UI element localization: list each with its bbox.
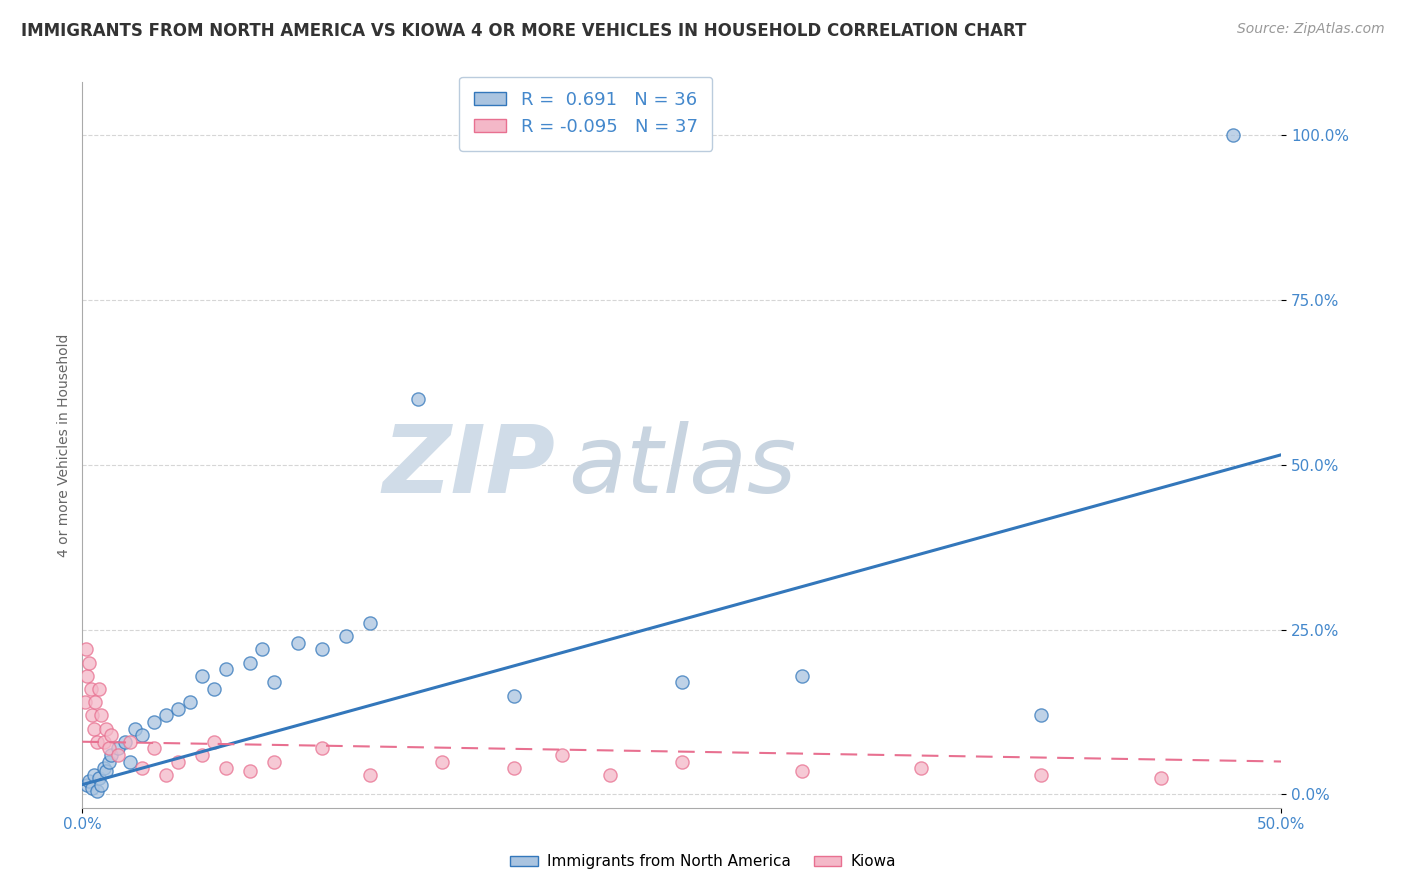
Point: [359, 615, 381, 630]
Point: [311, 741, 333, 756]
Point: [93, 761, 115, 775]
Point: [107, 741, 129, 756]
Point: [79, 681, 101, 696]
Point: [1150, 771, 1173, 785]
Point: [671, 755, 693, 769]
Point: [86, 735, 108, 749]
Point: [191, 669, 214, 683]
Point: [97, 755, 120, 769]
Text: Source: ZipAtlas.com: Source: ZipAtlas.com: [1237, 22, 1385, 37]
Point: [120, 735, 142, 749]
Text: IMMIGRANTS FROM NORTH AMERICA VS KIOWA 4 OR MORE VEHICLES IN HOUSEHOLD CORRELATI: IMMIGRANTS FROM NORTH AMERICA VS KIOWA 4…: [21, 22, 1026, 40]
Point: [239, 764, 262, 779]
Point: [87, 771, 110, 785]
Point: [263, 675, 285, 690]
Point: [107, 747, 129, 762]
Point: [96, 722, 118, 736]
Point: [359, 767, 381, 781]
Point: [599, 767, 621, 781]
Point: [335, 629, 357, 643]
Point: [167, 755, 190, 769]
Legend: Immigrants from North America, Kiowa: Immigrants from North America, Kiowa: [505, 848, 901, 875]
Point: [131, 761, 153, 775]
Text: ZIP: ZIP: [382, 421, 555, 513]
Point: [114, 735, 136, 749]
Point: [910, 761, 932, 775]
Point: [80, 780, 103, 795]
Y-axis label: 4 or more Vehicles in Household: 4 or more Vehicles in Household: [58, 334, 72, 557]
Point: [287, 636, 309, 650]
Point: [76, 669, 98, 683]
Point: [93, 735, 115, 749]
Point: [179, 695, 201, 709]
Point: [90, 708, 112, 723]
Point: [671, 675, 693, 690]
Point: [100, 728, 122, 742]
Point: [1222, 128, 1244, 142]
Point: [191, 747, 214, 762]
Point: [131, 728, 153, 742]
Point: [143, 714, 166, 729]
Legend: R =  0.691   N = 36, R = -0.095   N = 37: R = 0.691 N = 36, R = -0.095 N = 37: [460, 77, 713, 151]
Point: [90, 778, 112, 792]
Point: [79, 774, 101, 789]
Point: [215, 761, 238, 775]
Point: [202, 681, 225, 696]
Point: [84, 695, 107, 709]
Point: [502, 689, 524, 703]
Point: [143, 741, 166, 756]
Point: [239, 656, 262, 670]
Point: [790, 669, 813, 683]
Point: [1031, 767, 1053, 781]
Point: [87, 681, 110, 696]
Point: [75, 642, 97, 657]
Point: [86, 784, 108, 798]
Point: [551, 747, 574, 762]
Point: [73, 695, 96, 709]
Point: [406, 392, 429, 406]
Point: [124, 722, 146, 736]
Point: [79, 656, 101, 670]
Point: [80, 708, 103, 723]
Point: [155, 708, 177, 723]
Point: [1031, 708, 1053, 723]
Point: [83, 767, 105, 781]
Point: [311, 642, 333, 657]
Point: [167, 702, 190, 716]
Point: [83, 722, 105, 736]
Point: [155, 767, 177, 781]
Point: [97, 741, 120, 756]
Point: [76, 778, 98, 792]
Point: [120, 755, 142, 769]
Point: [430, 755, 453, 769]
Point: [96, 764, 118, 779]
Point: [263, 755, 285, 769]
Point: [790, 764, 813, 779]
Point: [250, 642, 273, 657]
Point: [502, 761, 524, 775]
Point: [215, 662, 238, 676]
Text: atlas: atlas: [568, 421, 796, 512]
Point: [202, 735, 225, 749]
Point: [100, 747, 122, 762]
